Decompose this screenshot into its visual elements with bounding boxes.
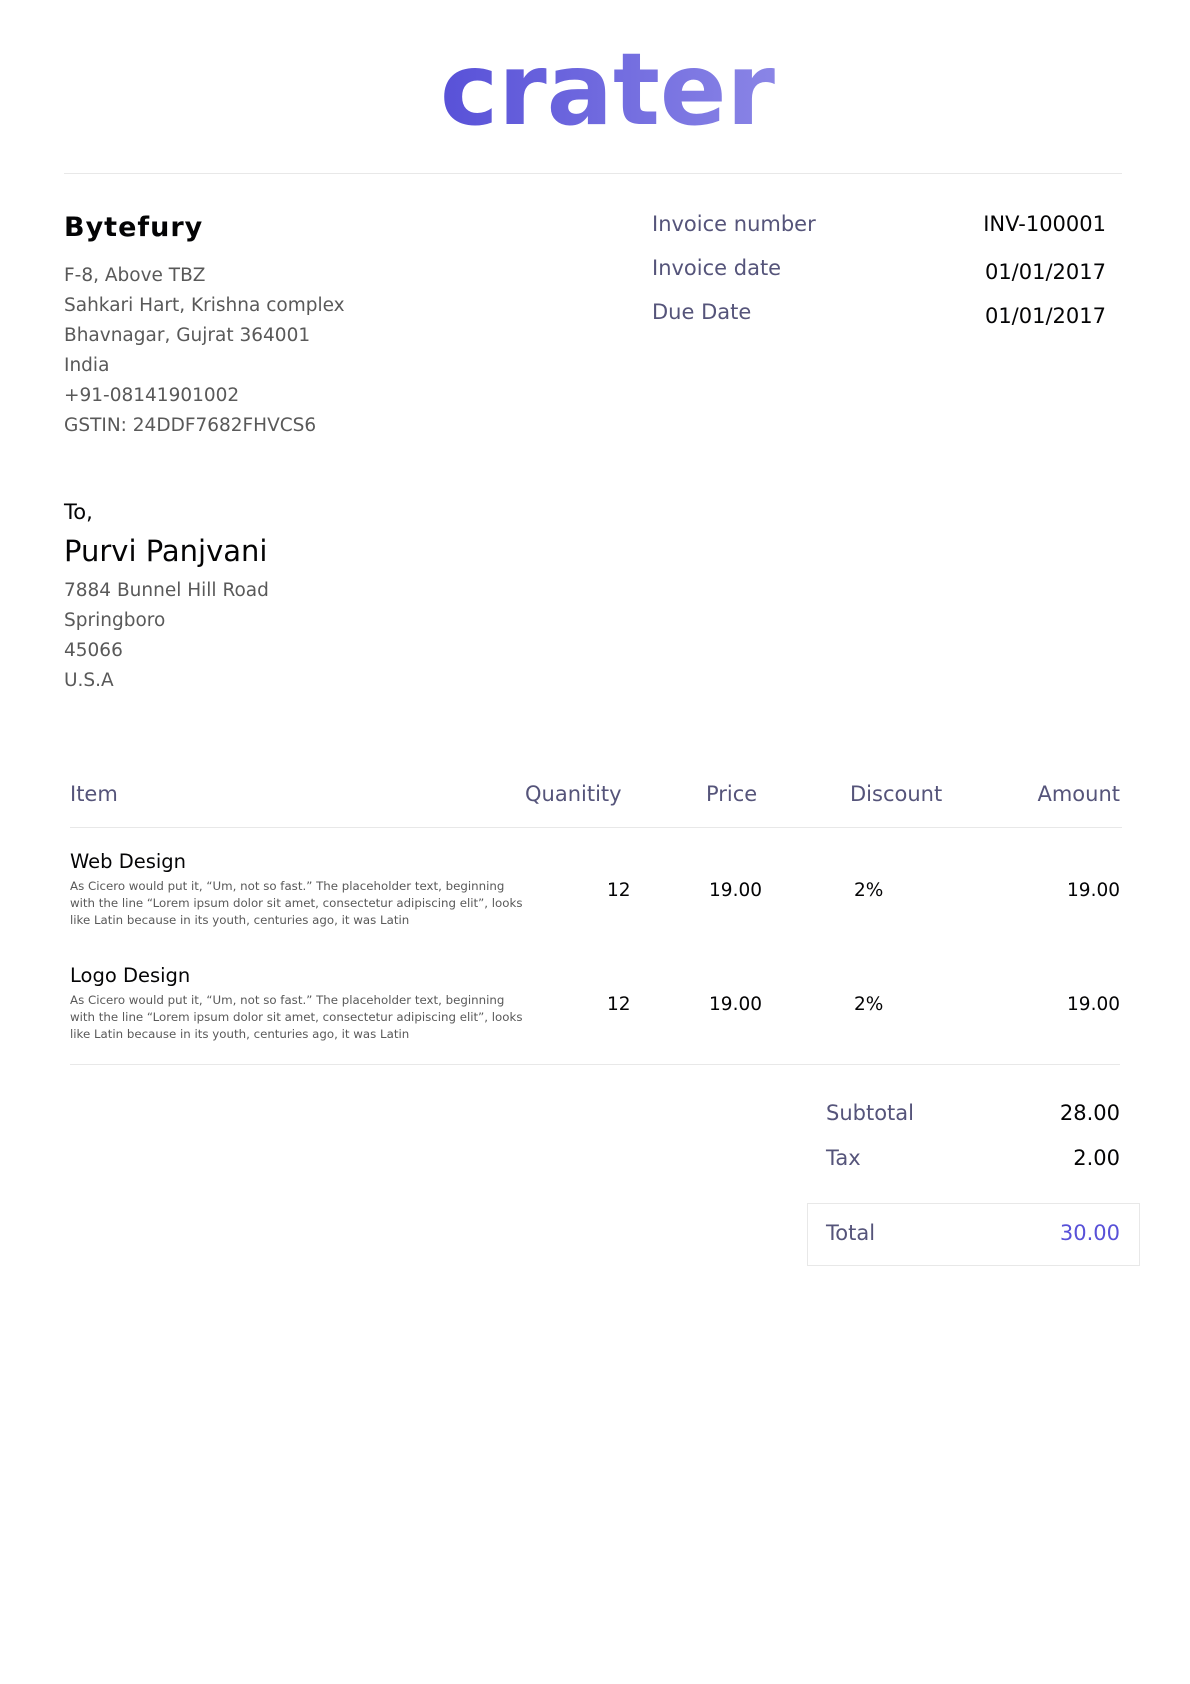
- item-quantity: 12: [607, 880, 631, 901]
- invoice-number-label: Invoice number: [652, 212, 816, 236]
- invoice-number: INV-100001: [983, 212, 1106, 236]
- address-line: 7884 Bunnel Hill Road: [64, 580, 269, 601]
- address-line: 45066: [64, 640, 123, 661]
- total-value: 30.00: [1059, 1221, 1120, 1245]
- address-line: F-8, Above TBZ: [64, 265, 206, 286]
- item-name: Web Design: [70, 850, 187, 873]
- item-amount: 19.00: [1067, 880, 1120, 901]
- item-discount: 2%: [854, 994, 884, 1015]
- tax-value: 2.00: [1073, 1146, 1120, 1170]
- table-footer-divider: [70, 1064, 1120, 1065]
- address-line: U.S.A: [64, 670, 114, 691]
- header-quantity: Quanitity: [525, 782, 622, 806]
- due-date: 01/01/2017: [984, 304, 1106, 328]
- address-line: Bhavnagar, Gujrat 364001: [64, 325, 311, 346]
- invoice-date-label: Invoice date: [652, 256, 782, 280]
- header-discount: Discount: [850, 782, 943, 806]
- table-header-divider: [70, 827, 1122, 828]
- address-line: Springboro: [64, 610, 166, 631]
- company-address: F-8, Above TBZ Sahkari Hart, Krishna com…: [64, 261, 345, 441]
- company-name: Bytefury: [64, 212, 204, 243]
- item-name: Logo Design: [70, 964, 191, 987]
- item-amount: 19.00: [1067, 994, 1120, 1015]
- subtotal-label: Subtotal: [826, 1101, 914, 1125]
- item-quantity: 12: [607, 994, 631, 1015]
- phone: +91-08141901002: [64, 385, 240, 406]
- total-box: Total 30.00: [807, 1203, 1140, 1266]
- customer-name: Purvi Panjvani: [64, 534, 268, 568]
- header-item: Item: [70, 782, 118, 806]
- item-price: 19.00: [709, 994, 762, 1015]
- to-label: To,: [64, 500, 93, 524]
- gstin: GSTIN: 24DDF7682FHVCS6: [64, 415, 317, 436]
- header-amount: Amount: [1037, 782, 1120, 806]
- invoice-date: 01/01/2017: [984, 260, 1106, 284]
- item-price: 19.00: [709, 880, 762, 901]
- crater-logo: crater: [440, 44, 776, 134]
- item-description: As Cicero would put it, “Um, not so fast…: [70, 993, 523, 1041]
- address-line: India: [64, 355, 110, 376]
- header-price: Price: [706, 782, 758, 806]
- due-date-label: Due Date: [652, 300, 752, 324]
- tax-label: Tax: [826, 1146, 861, 1170]
- item-description: As Cicero would put it, “Um, not so fast…: [70, 879, 523, 927]
- header-divider: [64, 173, 1122, 174]
- svg-text:crater: crater: [440, 44, 776, 134]
- address-line: Sahkari Hart, Krishna complex: [64, 295, 345, 316]
- item-discount: 2%: [854, 880, 884, 901]
- customer-address: 7884 Bunnel Hill Road Springboro 45066 U…: [64, 576, 269, 696]
- subtotal-value: 28.00: [1059, 1101, 1120, 1125]
- total-label: Total: [826, 1221, 876, 1245]
